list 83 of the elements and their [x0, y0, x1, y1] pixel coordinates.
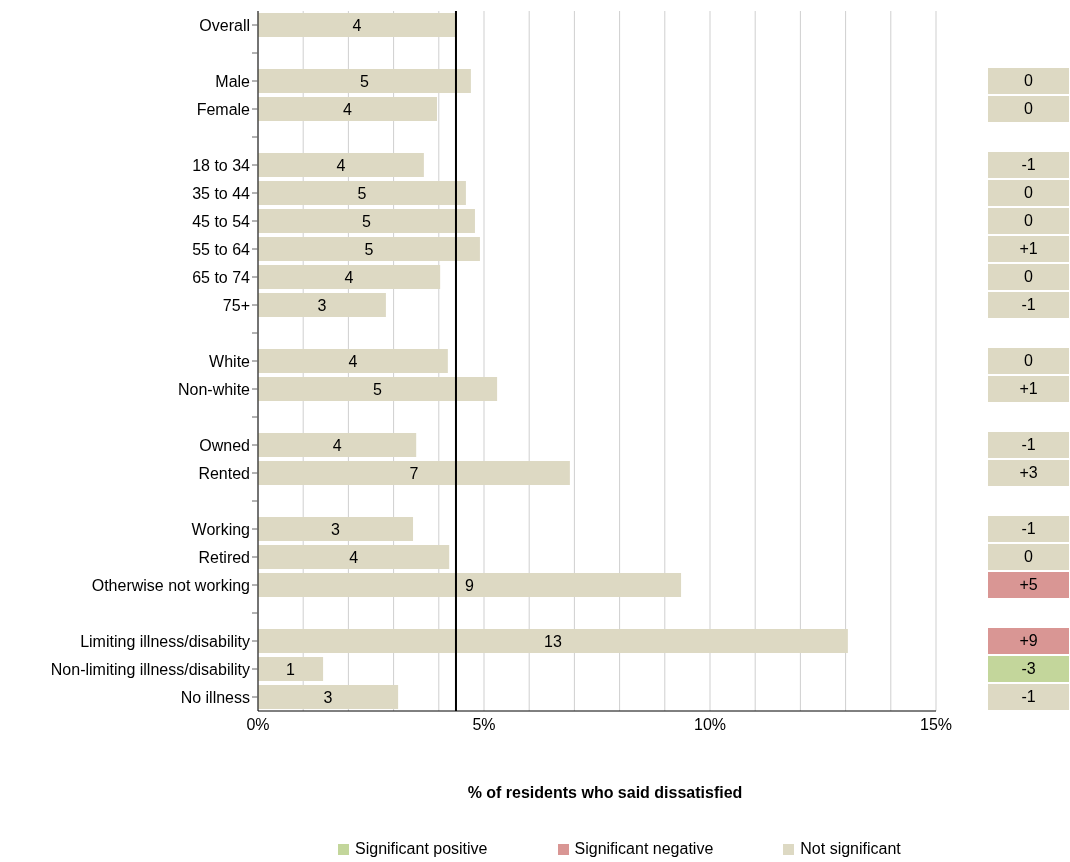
data-label: 3 [317, 296, 327, 314]
data-label: 4 [344, 268, 354, 286]
text: Not significant [800, 840, 901, 858]
data-label: 4 [349, 548, 359, 566]
data-label: +1 [988, 376, 1069, 402]
bar [258, 685, 399, 709]
bar [258, 237, 480, 261]
bar [258, 545, 450, 569]
bar [258, 517, 414, 541]
data-label: -1 [988, 292, 1069, 318]
data-label: 0 [988, 68, 1069, 94]
data-label: 4 [336, 156, 346, 174]
data-label: -1 [988, 152, 1069, 178]
data-label: 4 [352, 16, 362, 34]
y-tick-label: 18 to 34 [192, 156, 251, 174]
y-tick-label: 65 to 74 [192, 268, 251, 286]
bar [258, 433, 417, 457]
x-tick-label: 10% [693, 716, 727, 734]
data-label: 4 [343, 100, 353, 118]
y-tick-label: Female [196, 100, 251, 118]
data-label: -1 [988, 432, 1069, 458]
y-tick-label: 55 to 64 [192, 240, 251, 258]
y-tick-label: Non-white [177, 380, 251, 398]
data-label: +9 [988, 628, 1069, 654]
y-tick-label: Non-limiting illness/disability [50, 660, 250, 678]
data-label: 4 [348, 352, 358, 370]
x-axis-title: % of residents who said dissatisfied [466, 784, 744, 802]
y-tick-label: Limiting illness/disability [80, 632, 250, 650]
y-tick-label: Retired [198, 548, 250, 566]
bar [258, 461, 570, 485]
data-label: 5 [362, 212, 372, 230]
text: Significant positive [355, 840, 488, 858]
data-label: 5 [357, 184, 367, 202]
data-label: +5 [988, 572, 1069, 598]
data-label: 0 [988, 544, 1069, 570]
bar [258, 293, 386, 317]
data-label: 7 [409, 464, 419, 482]
y-tick-label: White [209, 352, 251, 370]
y-tick-label: 75+ [222, 296, 250, 314]
data-label: 3 [323, 688, 333, 706]
data-label: 4 [332, 436, 342, 454]
data-label: 0 [988, 264, 1069, 290]
bar [258, 209, 475, 233]
x-tick-label: 0% [246, 716, 270, 734]
y-tick-label: 45 to 54 [192, 212, 251, 230]
text: Significant negative [574, 840, 714, 858]
x-tick-label: 15% [919, 716, 953, 734]
data-label: 9 [465, 576, 475, 594]
bar [258, 377, 498, 401]
data-label: -3 [988, 656, 1069, 682]
bar [258, 69, 471, 93]
data-label: 13 [544, 632, 562, 650]
data-label: 0 [988, 348, 1069, 374]
data-label: +3 [988, 460, 1069, 486]
y-tick-label: Male [215, 72, 251, 90]
bar [258, 13, 456, 37]
bar [258, 181, 466, 205]
data-label: 3 [331, 520, 341, 538]
data-label: +1 [988, 236, 1069, 262]
bar [258, 265, 441, 289]
y-tick-label: Working [191, 520, 250, 538]
data-label: 1 [286, 660, 296, 678]
data-label: -1 [988, 516, 1069, 542]
bar [258, 573, 682, 597]
y-tick-label: Overall [199, 16, 250, 34]
y-tick-label: Rented [198, 464, 250, 482]
x-tick-label: 5% [472, 716, 496, 734]
y-tick-label: No illness [180, 688, 250, 706]
data-label: -1 [988, 684, 1069, 710]
data-label: 0 [988, 180, 1069, 206]
bar [258, 349, 448, 373]
data-label: 0 [988, 96, 1069, 122]
data-label: 5 [373, 380, 383, 398]
y-tick-label: Otherwise not working [91, 576, 250, 594]
data-label: 0 [988, 208, 1069, 234]
bar [258, 97, 437, 121]
bar [258, 657, 324, 681]
y-tick-label: 35 to 44 [192, 184, 251, 202]
bar [258, 153, 424, 177]
bar [258, 629, 848, 653]
data-label: 5 [364, 240, 374, 258]
y-tick-label: Owned [199, 436, 250, 454]
data-label: 5 [359, 72, 369, 90]
